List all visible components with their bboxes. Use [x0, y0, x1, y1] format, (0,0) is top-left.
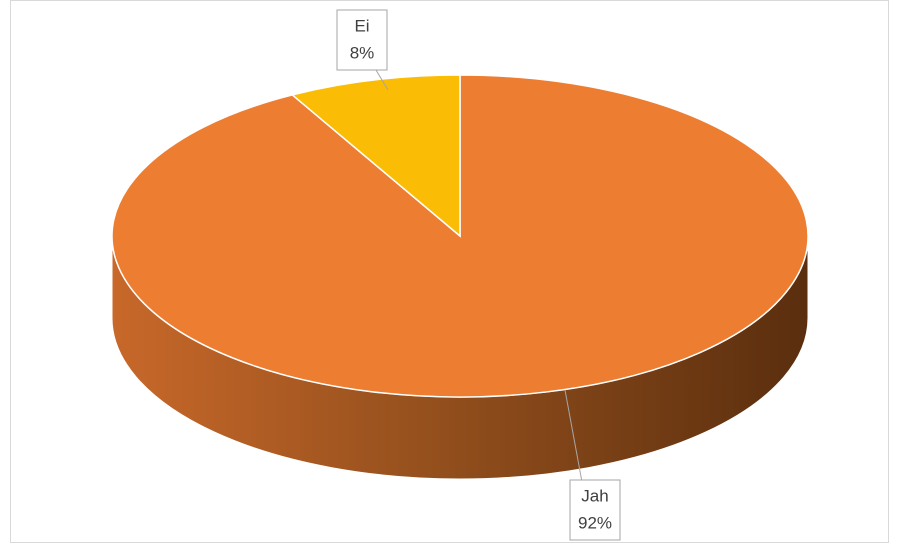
leader-line — [375, 69, 389, 91]
data-label-box — [569, 479, 621, 541]
category-label: Ei — [354, 16, 369, 35]
value-label: 8% — [350, 43, 375, 62]
leader-line — [564, 389, 583, 483]
category-label: Jah — [581, 486, 608, 505]
value-label: 92% — [578, 513, 612, 532]
slice — [290, 74, 461, 238]
data-label-box — [336, 9, 388, 71]
